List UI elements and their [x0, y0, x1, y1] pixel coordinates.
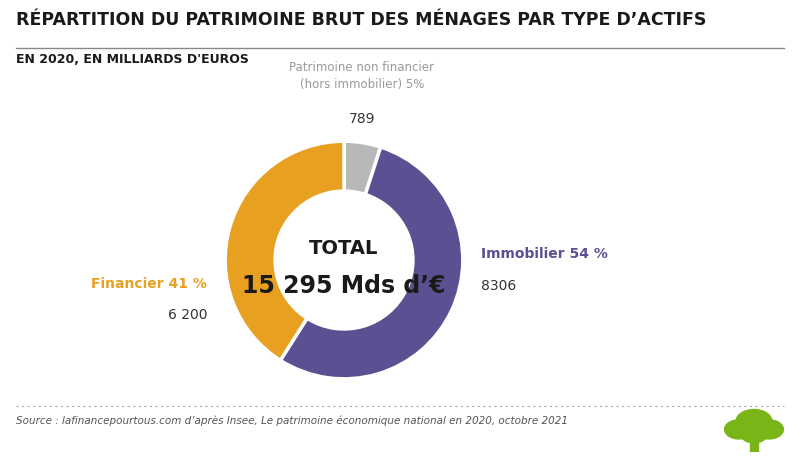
- Text: 8306: 8306: [481, 279, 516, 293]
- Text: Financier 41 %: Financier 41 %: [91, 277, 207, 291]
- Circle shape: [725, 420, 754, 439]
- Wedge shape: [344, 141, 381, 195]
- Text: 789: 789: [349, 112, 375, 126]
- Bar: [750, 441, 758, 452]
- Circle shape: [754, 420, 783, 439]
- Circle shape: [736, 409, 772, 433]
- Text: TOTAL: TOTAL: [310, 239, 378, 258]
- Circle shape: [741, 425, 767, 443]
- Text: Immobilier 54 %: Immobilier 54 %: [481, 247, 607, 261]
- Text: Source : lafinancepourtous.com d’après Insee, Le patrimoine économique national : Source : lafinancepourtous.com d’après I…: [16, 416, 568, 426]
- Wedge shape: [280, 147, 463, 379]
- Text: EN 2020, EN MILLIARDS D'EUROS: EN 2020, EN MILLIARDS D'EUROS: [16, 53, 249, 65]
- Wedge shape: [225, 141, 344, 361]
- Text: Patrimoine non financier
(hors immobilier) 5%: Patrimoine non financier (hors immobilie…: [290, 61, 434, 91]
- Text: 6 200: 6 200: [168, 308, 207, 322]
- Text: 15 295 Mds d’€: 15 295 Mds d’€: [242, 274, 446, 298]
- Text: RÉPARTITION DU PATRIMOINE BRUT DES MÉNAGES PAR TYPE D’ACTIFS: RÉPARTITION DU PATRIMOINE BRUT DES MÉNAG…: [16, 11, 706, 29]
